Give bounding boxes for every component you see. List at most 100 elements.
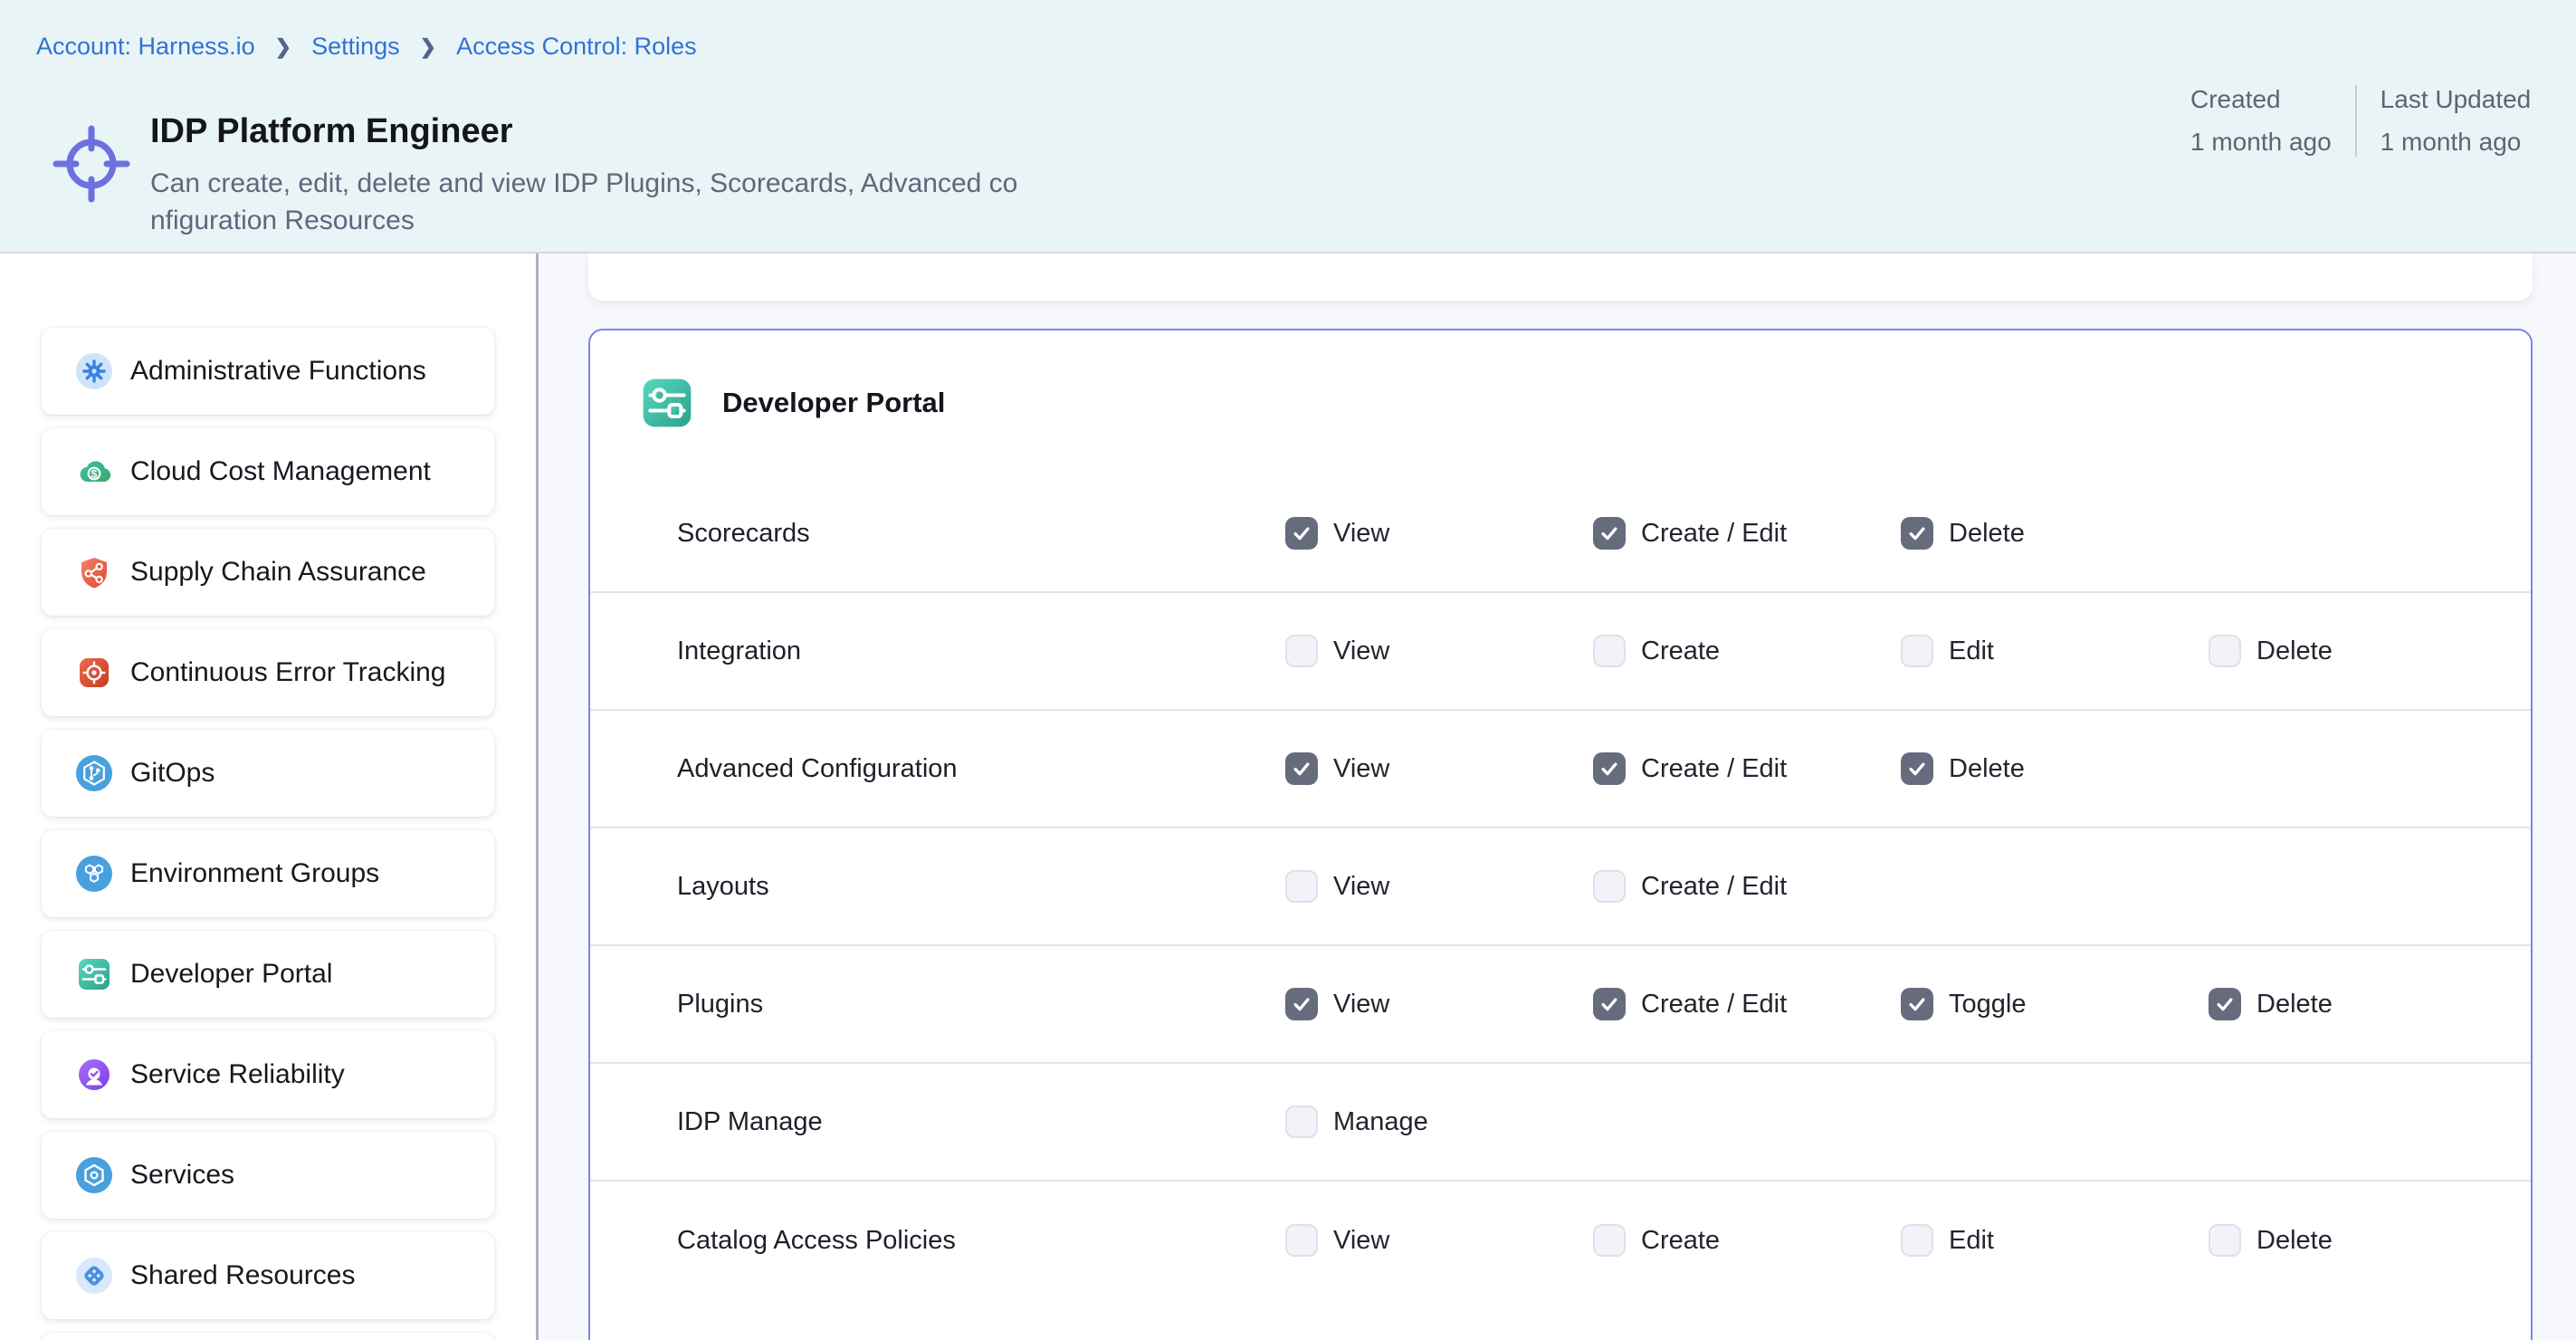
permission-checkbox[interactable]: [1593, 1224, 1626, 1257]
permission-cell: Edit: [1901, 635, 2209, 667]
permission-row: Layouts View Create / Edit: [590, 828, 2531, 946]
permission-label: Delete: [1949, 753, 2025, 783]
permission-label: Create: [1641, 636, 1721, 665]
permission-row: Scorecards View Create / Edit Delete: [590, 475, 2531, 593]
permission-checkbox[interactable]: [1285, 1224, 1318, 1257]
developer-portal-icon: [76, 956, 112, 992]
service-reliability-icon: [76, 1057, 112, 1093]
breadcrumb: Account: Harness.io ❯ Settings ❯ Access Cont…: [36, 33, 697, 61]
permissions-main-area: Developer Portal Scorecards View Create …: [539, 254, 2576, 1340]
crosshair-role-icon: [49, 121, 134, 206]
permission-label: Create / Edit: [1641, 989, 1788, 1019]
sidebar-item-label: Administrative Functions: [130, 356, 426, 386]
permission-cell: Delete: [2209, 635, 2516, 667]
permission-cell: View: [1285, 988, 1593, 1020]
sidebar-item-label: Environment Groups: [130, 858, 380, 888]
git-branch-icon: [76, 755, 112, 791]
permission-cell: Delete: [2209, 1224, 2516, 1257]
permission-checkbox[interactable]: [1901, 752, 1933, 785]
role-meta: Created 1 month ago Last Updated 1 month…: [2190, 85, 2531, 157]
permission-label: View: [1333, 636, 1390, 665]
sidebar-item-label: Developer Portal: [130, 959, 333, 989]
role-description-line2: nfiguration Resources: [150, 206, 415, 235]
permission-checkbox[interactable]: [1901, 517, 1933, 550]
permission-label: View: [1333, 753, 1390, 783]
permission-checkbox[interactable]: [1285, 870, 1318, 903]
permission-cell: Create / Edit: [1593, 752, 1901, 785]
permission-checkbox[interactable]: [1285, 988, 1318, 1020]
permission-cell: Manage: [1285, 1106, 1593, 1138]
cloud-dollar-icon: $: [76, 454, 112, 490]
shield-network-icon: [76, 554, 112, 590]
permission-checkbox[interactable]: [2209, 988, 2241, 1020]
permission-label: Delete: [2256, 989, 2333, 1019]
permission-label: Delete: [2256, 636, 2333, 665]
sidebar-item[interactable]: Administrative Functions: [42, 328, 494, 415]
last-updated-block: Last Updated 1 month ago: [2380, 85, 2532, 157]
page-header-band: Account: Harness.io ❯ Settings ❯ Access Cont…: [0, 0, 2576, 254]
sidebar-item[interactable]: Services: [42, 1132, 494, 1219]
permission-row: IDP Manage Manage: [590, 1064, 2531, 1182]
permission-cell: View: [1285, 517, 1593, 550]
sidebar-item-partial[interactable]: [42, 1333, 494, 1340]
created-label: Created: [2190, 85, 2281, 113]
permission-cell: Edit: [1901, 1224, 2209, 1257]
permission-checkbox[interactable]: [1285, 1106, 1318, 1138]
breadcrumb-link[interactable]: Account: Harness.io: [36, 33, 255, 60]
panel-title: Developer Portal: [722, 387, 946, 418]
resource-type-label: IDP Manage: [677, 1106, 823, 1136]
permission-checkbox[interactable]: [1593, 635, 1626, 667]
permission-rows: Scorecards View Create / Edit Delete Int…: [590, 475, 2531, 1299]
permission-checkbox[interactable]: [1285, 752, 1318, 785]
sidebar-item-label: Service Reliability: [130, 1059, 345, 1089]
permission-checkbox[interactable]: [1901, 635, 1933, 667]
permission-checkbox[interactable]: [1285, 635, 1318, 667]
sidebar-item-label: Cloud Cost Management: [130, 456, 431, 486]
permission-row: Catalog Access Policies View Create Edit…: [590, 1182, 2531, 1299]
sidebar-item[interactable]: $ Cloud Cost Management: [42, 428, 494, 515]
permission-checkbox[interactable]: [2209, 1224, 2241, 1257]
sidebar-item[interactable]: Developer Portal: [42, 931, 494, 1018]
resource-group-sidebar: Administrative Functions $ Cloud Cost Ma…: [0, 254, 536, 1340]
sidebar-item-label: Supply Chain Assurance: [130, 557, 426, 587]
permission-cell: Create: [1593, 635, 1901, 667]
permission-checkbox[interactable]: [1901, 1224, 1933, 1257]
developer-portal-panel: Developer Portal Scorecards View Create …: [588, 329, 2533, 1340]
permission-row: Plugins View Create / Edit Toggle Delete: [590, 946, 2531, 1064]
permission-checkbox[interactable]: [1593, 517, 1626, 550]
error-target-icon: [76, 655, 112, 691]
last-updated-value: 1 month ago: [2380, 128, 2522, 156]
sidebar-item[interactable]: Service Reliability: [42, 1031, 494, 1118]
permission-cell: Create: [1593, 1224, 1901, 1257]
created-block: Created 1 month ago: [2190, 85, 2332, 157]
permission-label: Create: [1641, 1225, 1721, 1255]
resource-type-label: Scorecards: [677, 518, 810, 548]
last-updated-label: Last Updated: [2380, 85, 2532, 113]
sidebar-item[interactable]: Supply Chain Assurance: [42, 529, 494, 616]
permission-cell: View: [1285, 870, 1593, 903]
page-title: IDP Platform Engineer: [150, 112, 513, 150]
permission-checkbox[interactable]: [1593, 752, 1626, 785]
resource-type-label: Layouts: [677, 871, 769, 901]
sidebar-item-label: Continuous Error Tracking: [130, 657, 446, 687]
shared-resources-icon: [76, 1258, 112, 1294]
sidebar-item[interactable]: GitOps: [42, 730, 494, 817]
permission-checkbox[interactable]: [1593, 870, 1626, 903]
permission-checkbox[interactable]: [1285, 517, 1318, 550]
sidebar-item[interactable]: Environment Groups: [42, 830, 494, 917]
permission-checkbox[interactable]: [2209, 635, 2241, 667]
breadcrumb-link[interactable]: Access Control: Roles: [456, 33, 697, 60]
sidebar-item-label: Shared Resources: [130, 1260, 356, 1290]
sidebar-splitter[interactable]: [536, 254, 539, 1340]
sidebar-item[interactable]: Continuous Error Tracking: [42, 629, 494, 716]
permission-label: Delete: [1949, 518, 2025, 548]
permission-checkbox[interactable]: [1901, 988, 1933, 1020]
permission-cell: Delete: [1901, 752, 2209, 785]
permission-cell: View: [1285, 635, 1593, 667]
breadcrumb-link[interactable]: Settings: [311, 33, 400, 60]
permission-label: View: [1333, 871, 1390, 901]
sidebar-item[interactable]: Shared Resources: [42, 1232, 494, 1319]
resource-type-label: Plugins: [677, 989, 764, 1019]
permission-label: Create / Edit: [1641, 518, 1788, 548]
permission-checkbox[interactable]: [1593, 988, 1626, 1020]
